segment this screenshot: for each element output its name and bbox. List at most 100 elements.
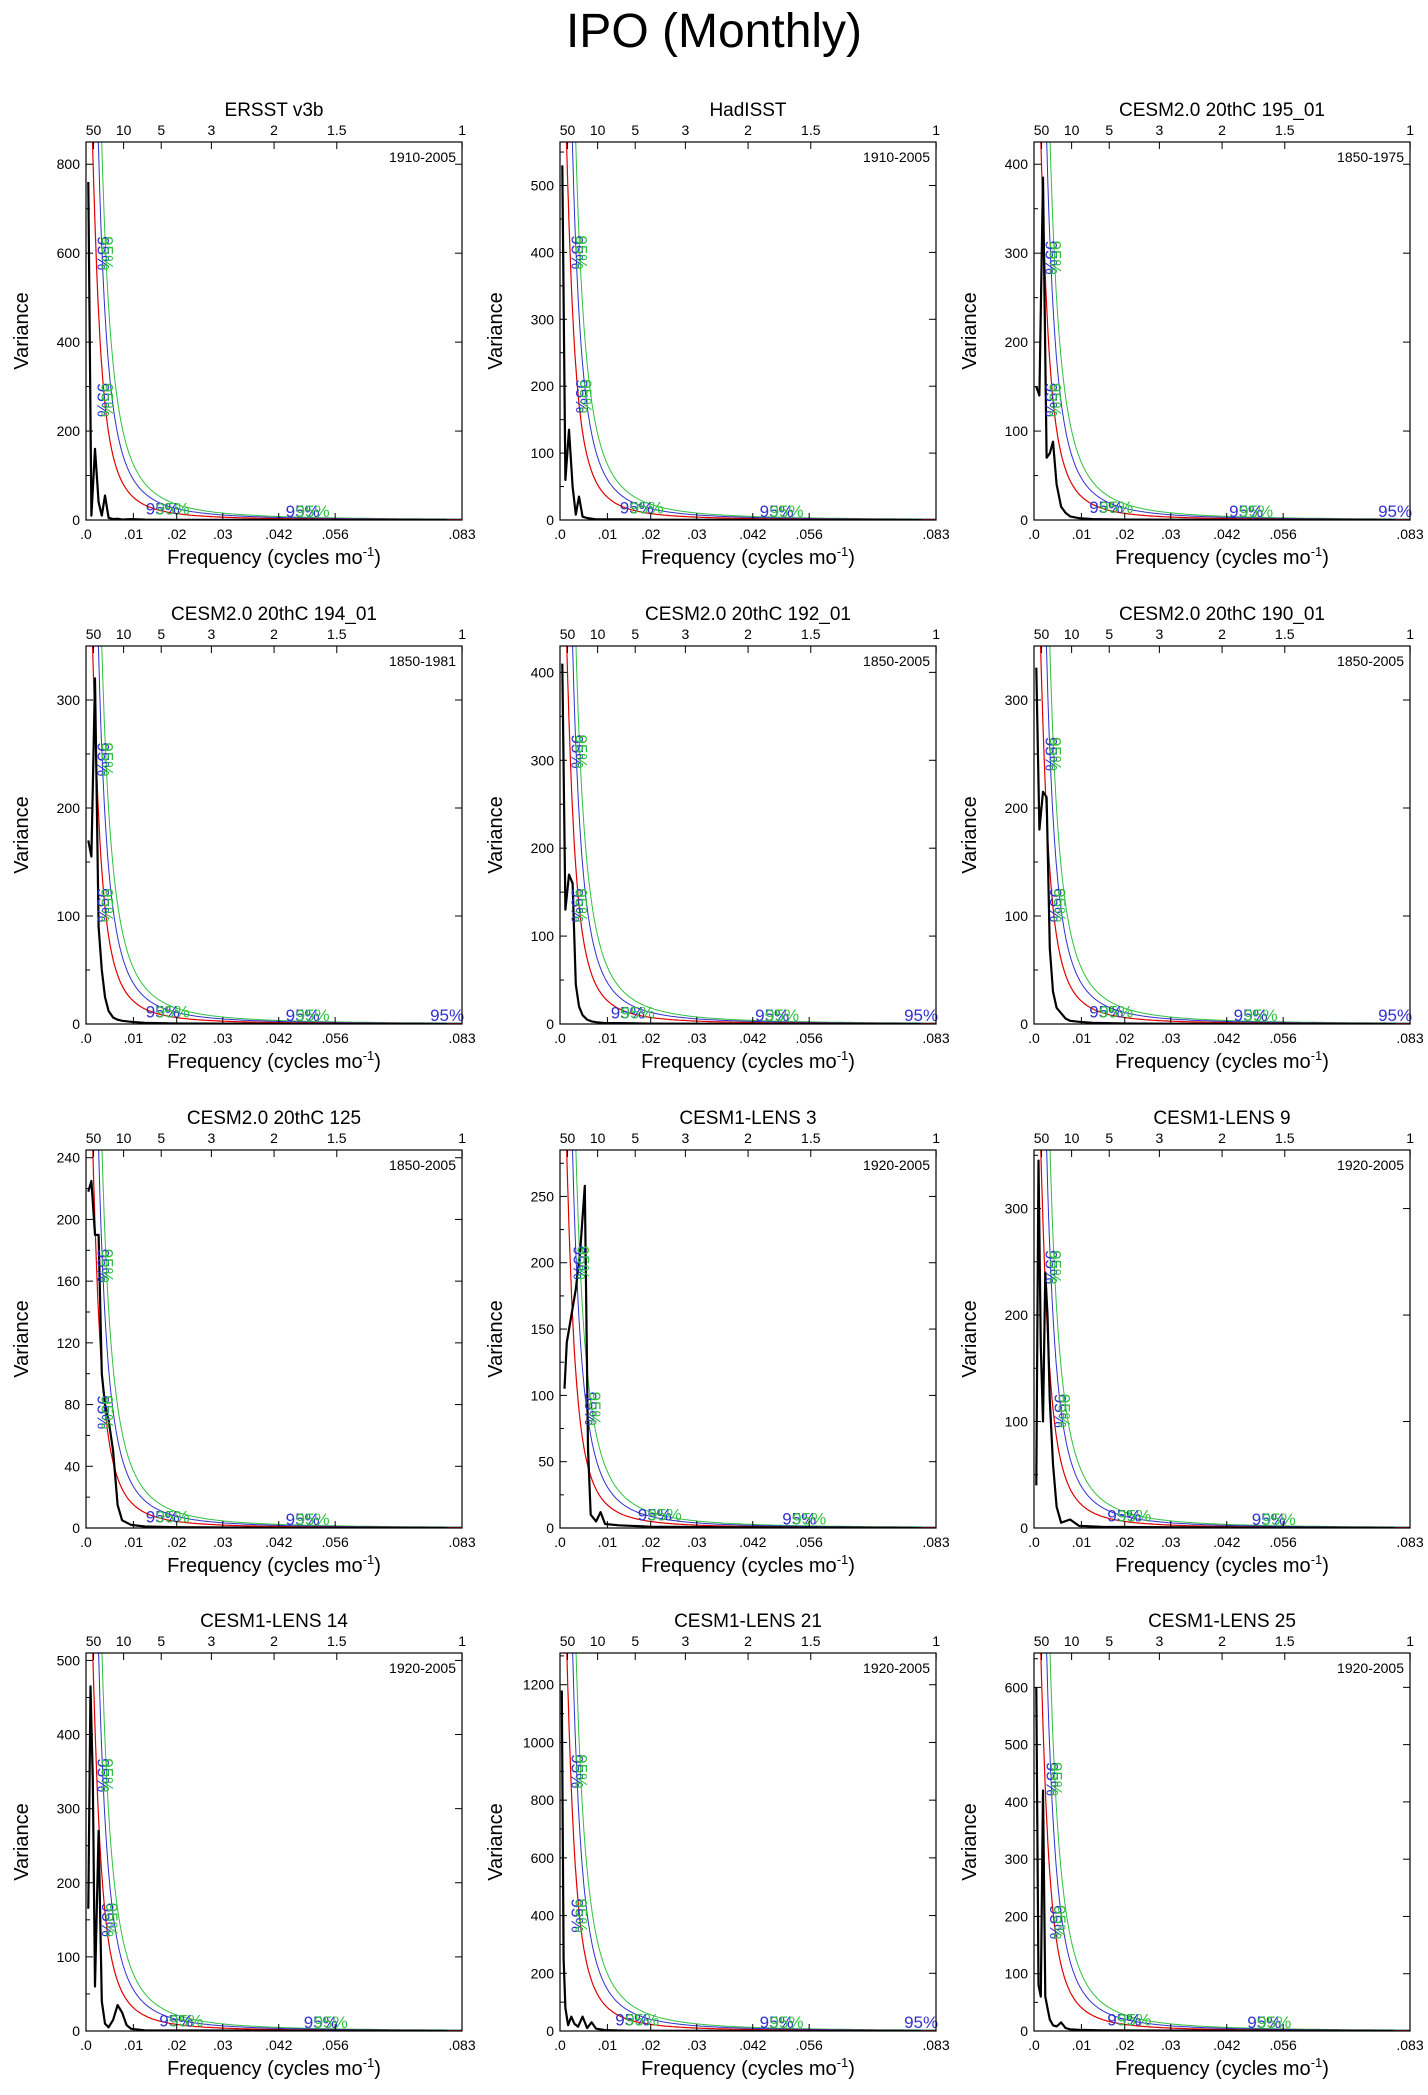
x-tick-label: .056 bbox=[796, 526, 823, 542]
y-tick-label: 50 bbox=[538, 1454, 554, 1470]
sig-label-95: 95% bbox=[1252, 1510, 1286, 1529]
sig-label-95: 95% bbox=[1234, 1006, 1268, 1025]
x-tick-label: .03 bbox=[213, 1030, 233, 1046]
x-tick-label: .083 bbox=[922, 526, 949, 542]
sig-label-95: 95% bbox=[146, 500, 180, 519]
top-tick-label: 5 bbox=[631, 626, 639, 642]
sig-label-95: 95% bbox=[567, 734, 586, 768]
y-tick-label: 100 bbox=[1005, 1966, 1029, 1982]
sig-label-95: 95% bbox=[93, 1758, 112, 1792]
top-tick-label: 2 bbox=[1218, 1130, 1226, 1146]
y-tick-label: 200 bbox=[531, 1255, 555, 1271]
sig-label-95: 95% bbox=[621, 1004, 655, 1023]
y-tick-label: 300 bbox=[1005, 692, 1029, 708]
sig-label-95: 95% bbox=[156, 500, 190, 519]
x-tick-label: .01 bbox=[1072, 1030, 1092, 1046]
x-tick-label: .01 bbox=[124, 1030, 144, 1046]
x-tick-label: .056 bbox=[1270, 1534, 1297, 1550]
top-tick-label: 10 bbox=[1064, 1130, 1080, 1146]
top-tick-label: 1 bbox=[932, 626, 940, 642]
spectrum-line bbox=[87, 1685, 448, 2031]
spectrum-line bbox=[1035, 667, 1396, 1024]
top-tick-label: 10 bbox=[1064, 122, 1080, 138]
x-tick-label: .01 bbox=[124, 1534, 144, 1550]
plot-frame bbox=[1033, 1652, 1411, 2032]
x-axis-label: Frequency (cycles mo-1) bbox=[641, 1048, 855, 1073]
x-tick-label: .056 bbox=[796, 1534, 823, 1550]
x-tick-label: .0 bbox=[1028, 1534, 1040, 1550]
top-tick-label: 50 bbox=[1034, 122, 1050, 138]
y-tick-label: 0 bbox=[72, 512, 80, 528]
period-label: 1920-2005 bbox=[863, 1157, 930, 1173]
panel-title: CESM2.0 20thC 195_01 bbox=[1119, 100, 1325, 121]
curves-group bbox=[87, 646, 462, 1024]
x-tick-label: .0 bbox=[554, 2037, 566, 2053]
x-tick-label: .0 bbox=[80, 1534, 92, 1550]
sig-label-95: 95% bbox=[156, 1507, 190, 1526]
panel-title: CESM2.0 20thC 125 bbox=[187, 1108, 361, 1129]
y-tick-label: 80 bbox=[64, 1397, 80, 1413]
y-tick-label: 500 bbox=[531, 177, 555, 193]
x-tick-label: .03 bbox=[687, 1534, 707, 1550]
y-tick-label: 300 bbox=[531, 311, 555, 327]
sig-label-95: 95% bbox=[1045, 241, 1064, 275]
x-axis-label: Frequency (cycles mo-1) bbox=[1115, 544, 1329, 569]
x-tick-label: .0 bbox=[554, 1030, 566, 1046]
sig-label-95: 95% bbox=[102, 1903, 121, 1937]
x-tick-label: .01 bbox=[598, 1030, 618, 1046]
top-tick-label: 1.5 bbox=[327, 122, 347, 138]
top-tick-label: 1 bbox=[458, 1633, 466, 1649]
top-tick-label: 50 bbox=[560, 1130, 576, 1146]
top-tick-label: 10 bbox=[116, 122, 132, 138]
sig-label-95: 95% bbox=[615, 2011, 649, 2030]
top-tick-label: 5 bbox=[631, 1633, 639, 1649]
top-tick-label: 5 bbox=[1105, 122, 1113, 138]
sig-label-95: 95% bbox=[93, 742, 112, 776]
top-tick-label: 1.5 bbox=[327, 1130, 347, 1146]
x-tick-label: .042 bbox=[739, 2037, 766, 2053]
sig-label-95: 95% bbox=[770, 2013, 804, 2032]
sig-label-95: 95% bbox=[782, 1509, 816, 1528]
plot-frame bbox=[559, 141, 937, 521]
period-label: 1910-2005 bbox=[863, 149, 930, 165]
top-tick-label: 1 bbox=[458, 626, 466, 642]
sig-label-95: 95% bbox=[581, 1392, 600, 1426]
x-tick-label: .056 bbox=[1270, 2037, 1297, 2053]
y-tick-label: 200 bbox=[57, 1211, 81, 1227]
spectrum-line bbox=[87, 677, 448, 1024]
sig-label-95: 95% bbox=[1041, 383, 1060, 417]
period-label: 1850-2005 bbox=[1337, 653, 1404, 669]
plot-frame bbox=[85, 141, 463, 521]
sig-label-95: 95% bbox=[576, 379, 595, 413]
y-axis-label: Variance bbox=[959, 292, 981, 369]
top-tick-label: 3 bbox=[207, 122, 215, 138]
sig-label-95: 95% bbox=[1041, 241, 1060, 275]
sig-label-95: 95% bbox=[1041, 1250, 1060, 1284]
top-tick-label: 1 bbox=[1406, 1130, 1414, 1146]
plot-frame bbox=[559, 1149, 937, 1529]
top-tick-label: 3 bbox=[207, 1130, 215, 1146]
y-tick-label: 150 bbox=[531, 1321, 555, 1337]
y-tick-label: 200 bbox=[531, 1965, 555, 1981]
y-axis-label: Variance bbox=[959, 1803, 981, 1880]
x-tick-label: .0 bbox=[554, 1534, 566, 1550]
top-tick-label: 10 bbox=[116, 1130, 132, 1146]
sig-label-95: 95% bbox=[1257, 2013, 1291, 2032]
chart-panel: CESM2.0 20thC 195_011850-197595%95%95%95… bbox=[959, 100, 1424, 569]
sig-label-95: 95% bbox=[1099, 498, 1133, 517]
x-tick-label: .042 bbox=[739, 1534, 766, 1550]
sig-label-95: 95% bbox=[97, 383, 116, 417]
x-tick-label: .083 bbox=[1396, 1534, 1423, 1550]
spectrum-line bbox=[563, 1184, 922, 1528]
x-tick-label: .02 bbox=[167, 526, 187, 542]
y-tick-label: 40 bbox=[64, 1458, 80, 1474]
y-tick-label: 400 bbox=[57, 334, 81, 350]
x-tick-label: .042 bbox=[265, 1534, 292, 1550]
y-tick-label: 200 bbox=[531, 378, 555, 394]
panel-title: CESM1-LENS 3 bbox=[679, 1108, 816, 1129]
x-tick-label: .042 bbox=[739, 1030, 766, 1046]
top-tick-label: 3 bbox=[1155, 122, 1163, 138]
x-tick-label: .056 bbox=[1270, 1030, 1297, 1046]
x-axis-label: Frequency (cycles mo-1) bbox=[1115, 1552, 1329, 1577]
y-tick-label: 0 bbox=[546, 2023, 554, 2039]
